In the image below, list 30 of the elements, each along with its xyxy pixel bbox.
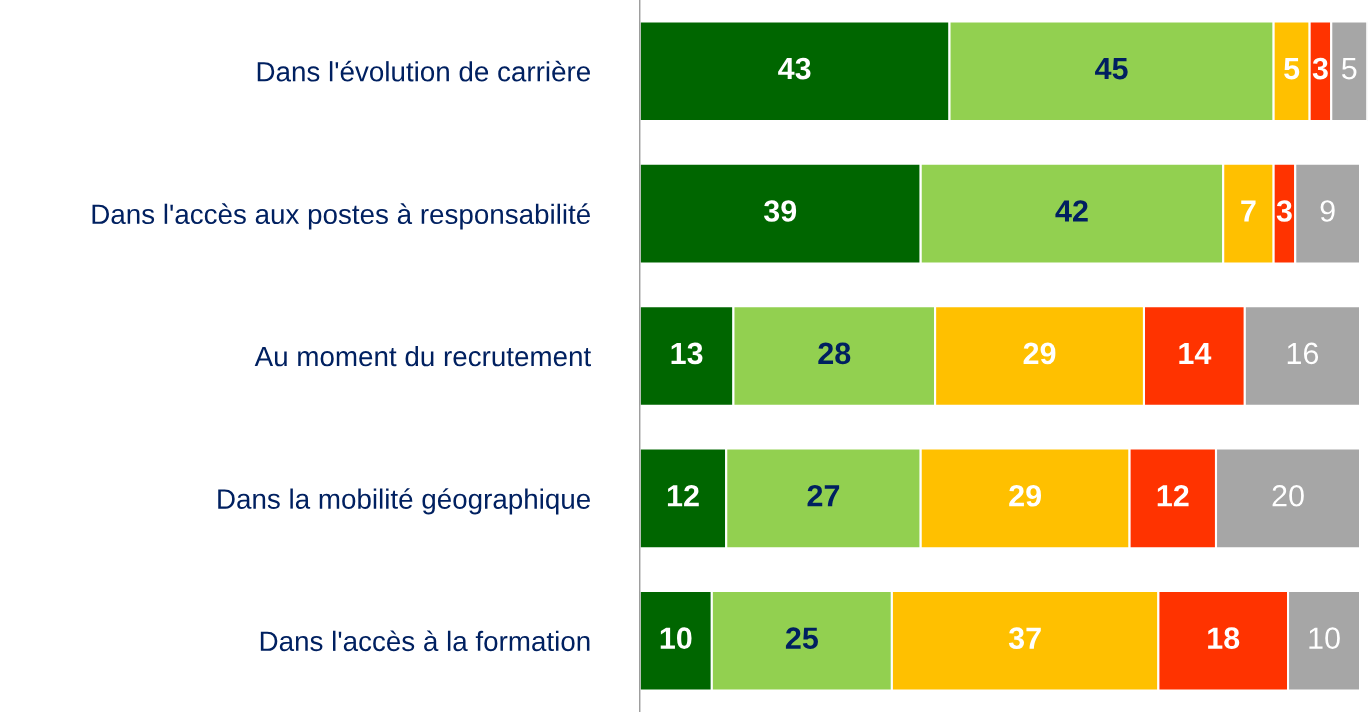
y-tick-label: Dans l'évolution de carrière <box>257 60 590 82</box>
y-tick-label: Au moment du recrutement <box>254 345 591 367</box>
data-label: 20 <box>1272 484 1304 507</box>
y-tick-label: Dans la mobilité géographique <box>218 488 590 515</box>
data-label: 27 <box>807 484 840 507</box>
data-label: 43 <box>778 57 811 80</box>
data-label: 16 <box>1287 342 1319 365</box>
y-tick-label: Dans l'accès aux postes à responsabilité <box>92 203 590 230</box>
data-label: 45 <box>1095 58 1128 80</box>
data-label: 3 <box>1276 200 1292 222</box>
data-label: 7 <box>1241 200 1256 222</box>
data-label: 10 <box>660 627 692 649</box>
data-label: 25 <box>785 627 818 649</box>
data-label: 29 <box>1023 342 1056 365</box>
data-label: 13 <box>671 342 703 365</box>
data-label: 28 <box>818 342 851 365</box>
data-label: 18 <box>1208 627 1240 649</box>
data-label: 12 <box>667 484 699 507</box>
data-label: 39 <box>763 200 797 222</box>
data-label: 10 <box>1309 627 1340 649</box>
data-label: 12 <box>1157 484 1189 507</box>
data-label: 9 <box>1320 200 1335 222</box>
data-label: 37 <box>1008 627 1041 650</box>
data-label: 5 <box>1341 58 1357 80</box>
data-label: 5 <box>1284 58 1300 80</box>
data-label: 29 <box>1009 484 1041 507</box>
data-label: 42 <box>1055 200 1088 222</box>
y-tick-label: Dans l'accès à la formation <box>260 630 590 652</box>
data-label: 14 <box>1179 342 1212 364</box>
data-label: 3 <box>1312 57 1328 80</box>
